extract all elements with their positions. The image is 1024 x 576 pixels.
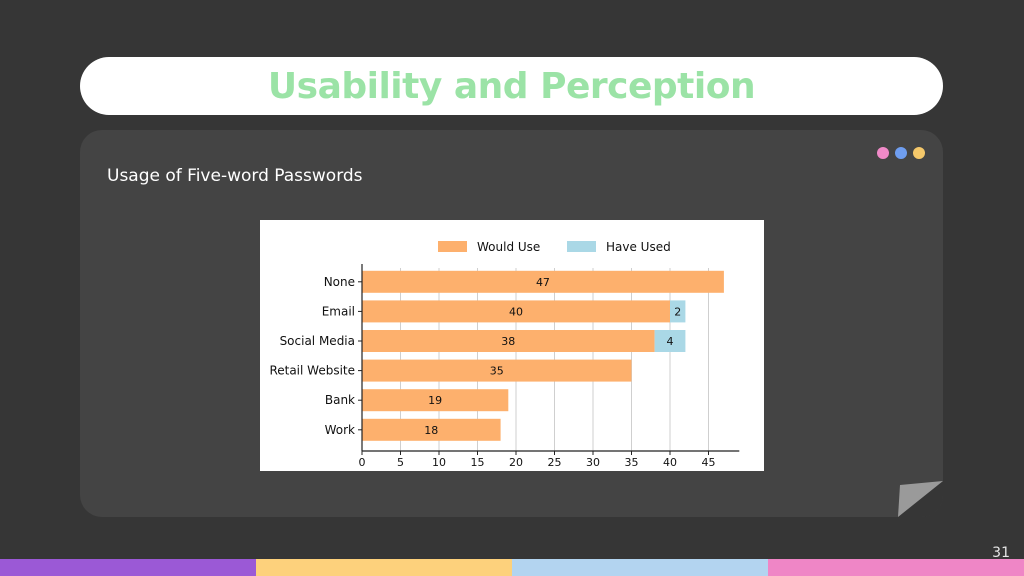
bar-would-use (362, 389, 509, 412)
data-label: 40 (509, 305, 523, 318)
bar-have-used (654, 330, 686, 352)
blue-dot-icon (895, 147, 907, 159)
data-label: 38 (501, 335, 515, 348)
category-label: Retail Website (269, 364, 355, 378)
bottom-bar-pink (768, 559, 1024, 576)
category-label: None (324, 275, 355, 289)
x-tick-label: 5 (397, 456, 404, 469)
data-label: 18 (424, 424, 438, 437)
bar-chart: 47 None 40 2 Email 38 4 Social Media 35 Retail We… (269, 240, 740, 469)
slide-title: Usability and Perception (267, 65, 756, 107)
bar-would-use (362, 300, 670, 323)
bottom-bar-blue (512, 559, 768, 576)
x-tick-label: 15 (471, 456, 485, 469)
bar-would-use (362, 270, 724, 293)
page-curl-icon (898, 481, 943, 517)
bar-would-use (362, 418, 501, 441)
bottom-bar-purple (0, 559, 256, 576)
title-pill: Usability and Perception (80, 57, 943, 115)
legend-swatch (567, 241, 596, 252)
bar-have-used (670, 300, 686, 323)
category-label: Work (325, 423, 355, 437)
x-tick-label: 20 (509, 456, 523, 469)
x-tick-label: 10 (432, 456, 446, 469)
data-label: 4 (667, 335, 674, 348)
x-tick-label: 30 (586, 456, 600, 469)
bottom-bar-yellow (256, 559, 512, 576)
data-label: 2 (674, 305, 681, 318)
data-label: 19 (428, 394, 442, 407)
x-tick-label: 35 (625, 456, 639, 469)
bottom-color-bar (0, 559, 1024, 576)
window-dots (877, 147, 925, 159)
bar-would-use (362, 330, 655, 352)
card-subtitle: Usage of Five-word Passwords (107, 166, 363, 186)
data-label: 35 (490, 365, 504, 378)
content-card: Usage of Five-word Passwords 47 None 40 2 Em… (80, 130, 943, 517)
x-tick-label: 40 (663, 456, 677, 469)
yellow-dot-icon (913, 147, 925, 159)
chart-container: 47 None 40 2 Email 38 4 Social Media 35 Retail We… (260, 220, 764, 471)
category-label: Social Media (280, 334, 355, 348)
x-tick-label: 45 (702, 456, 716, 469)
pink-dot-icon (877, 147, 889, 159)
legend-swatch (438, 241, 467, 252)
data-label: 47 (536, 276, 550, 289)
legend-label: Have Used (606, 240, 671, 254)
x-tick-label: 25 (548, 456, 562, 469)
category-label: Email (322, 304, 355, 318)
bar-would-use (362, 359, 632, 382)
legend-label: Would Use (477, 240, 540, 254)
x-tick-label: 0 (359, 456, 366, 469)
page-number: 31 (992, 545, 1010, 561)
category-label: Bank (325, 393, 355, 407)
